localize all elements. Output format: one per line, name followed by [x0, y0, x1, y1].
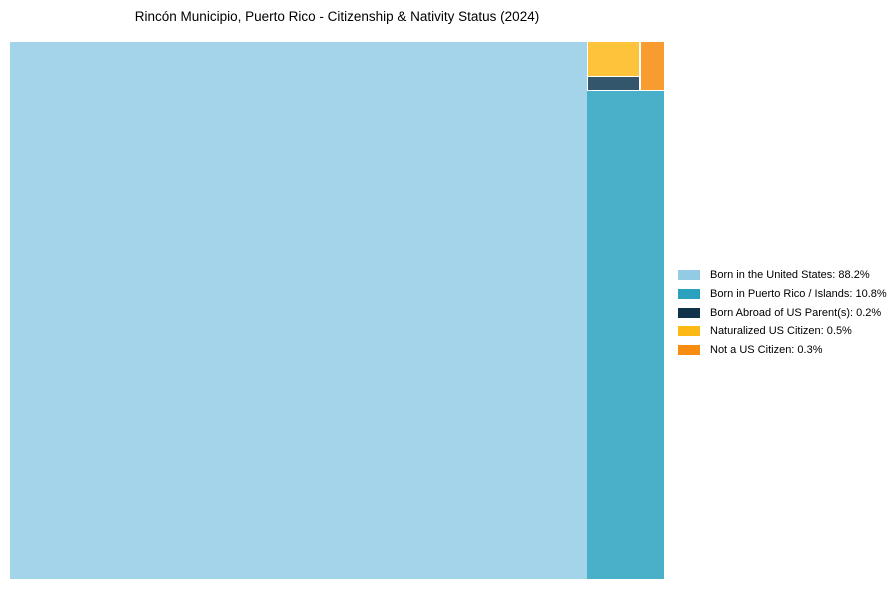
treemap-tile-born-in-united-states [10, 42, 587, 579]
treemap-tile-born-in-puerto-rico-islands [587, 91, 664, 579]
legend-label-naturalized-us-citizen: Naturalized US Citizen: 0.5% [710, 325, 852, 338]
treemap-tile-naturalized-us-citizen [588, 42, 639, 76]
legend-label-born-in-united-states: Born in the United States: 88.2% [710, 269, 870, 282]
legend-row-born-in-puerto-rico-islands: Born in Puerto Rico / Islands: 10.8% [678, 285, 887, 304]
treemap-tile-born-abroad-of-us-parents [588, 77, 639, 90]
legend-row-born-abroad-of-us-parents: Born Abroad of US Parent(s): 0.2% [678, 303, 883, 322]
chart-legend: Born in the United States: 88.2% Born in… [678, 266, 887, 360]
chart-title: Rincón Municipio, Puerto Rico - Citizens… [134, 9, 540, 24]
legend-swatch-born-in-united-states [678, 270, 700, 281]
legend-label-born-in-puerto-rico-islands: Born in Puerto Rico / Islands: 10.8% [710, 288, 887, 301]
legend-swatch-born-abroad-of-us-parents [678, 307, 700, 318]
legend-label-not-a-us-citizen: Not a US Citizen: 0.3% [710, 344, 823, 357]
treemap-tile-not-a-us-citizen [641, 42, 664, 90]
legend-swatch-naturalized-us-citizen [678, 326, 700, 337]
legend-swatch-not-a-us-citizen [678, 345, 700, 356]
legend-row-not-a-us-citizen: Not a US Citizen: 0.3% [678, 341, 883, 360]
legend-label-born-abroad-of-us-parents: Born Abroad of US Parent(s): 0.2% [710, 306, 882, 319]
treemap-plot-area [10, 42, 664, 579]
legend-swatch-born-in-puerto-rico-islands [678, 289, 700, 300]
legend-row-born-in-united-states: Born in the United States: 88.2% [678, 266, 883, 285]
legend-row-naturalized-us-citizen: Naturalized US Citizen: 0.5% [678, 322, 883, 341]
